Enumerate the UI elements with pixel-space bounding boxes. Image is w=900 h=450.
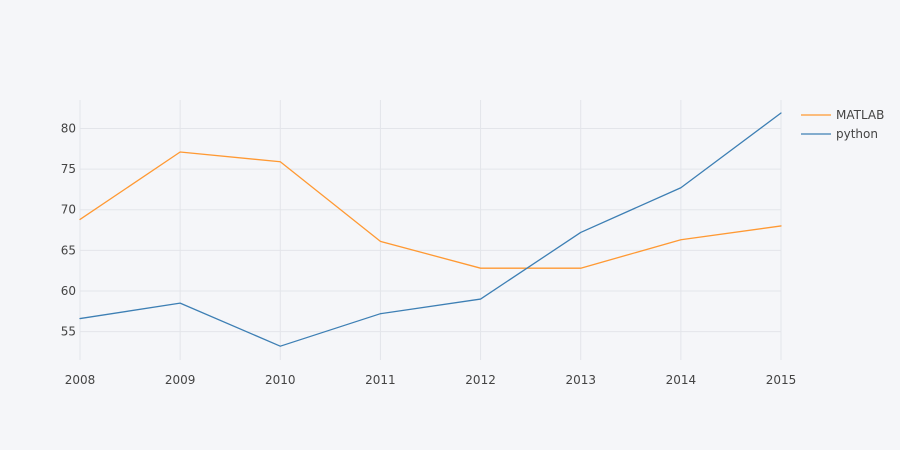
y-tick-label: 80 [61,121,76,135]
series-lines [79,112,782,347]
legend-item-matlab[interactable]: MATLAB [801,108,884,122]
x-tick-label: 2015 [766,373,797,387]
legend-item-python[interactable]: python [801,127,878,141]
x-tick-label: 2013 [565,373,596,387]
series-line-matlab [79,151,782,269]
x-tick-label: 2014 [666,373,697,387]
x-tick-label: 2011 [365,373,396,387]
x-axis-ticks: 2008 2009 2010 2011 2012 2013 2014 2015 [65,373,797,387]
y-tick-label: 65 [61,243,76,257]
y-tick-label: 75 [61,162,76,176]
y-tick-label: 70 [61,203,76,217]
x-tick-label: 2010 [265,373,296,387]
x-tick-label: 2009 [165,373,196,387]
grid-lines [79,100,782,360]
series-line-python [79,112,782,347]
legend-label: MATLAB [836,108,884,122]
legend-label: python [836,127,878,141]
y-tick-label: 55 [61,325,76,339]
y-axis-ticks: 55 60 65 70 75 80 [61,121,76,338]
x-tick-label: 2012 [465,373,496,387]
x-tick-label: 2008 [65,373,96,387]
legend[interactable]: MATLAB python [801,108,884,141]
y-tick-label: 60 [61,284,76,298]
